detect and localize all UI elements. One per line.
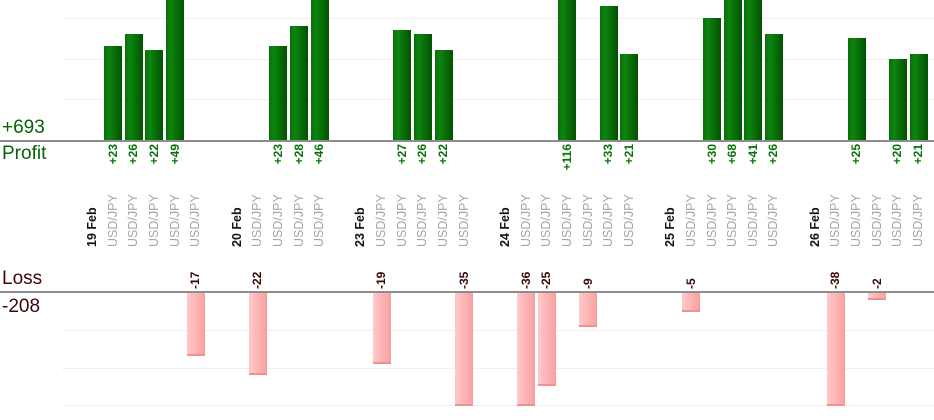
loss-bar [537,293,556,387]
profit-bar [166,0,185,140]
profit-bar [723,0,742,140]
profit-bar [909,54,928,140]
profit-bar [145,50,164,140]
profit-bar [269,46,288,140]
profit-bar [310,0,329,140]
profit-bar [888,58,907,140]
gridline [62,99,934,100]
profit-bar [393,29,412,140]
profit-total: +693 [2,117,45,138]
profit-bar [434,50,453,140]
profit-bar [290,25,308,140]
profit-baseline-axis [0,140,934,142]
loss-bar [248,293,267,376]
loss-bar [186,293,205,357]
loss-total: -208 [2,296,41,317]
profit-bar [104,46,123,140]
loss-baseline-axis [0,291,934,293]
loss-bar [579,293,598,327]
profit-bar [558,0,577,140]
loss-bar [682,293,701,312]
profit-axis-label: Profit [2,143,47,164]
profit-bar [847,38,866,140]
loss-bar [517,293,536,406]
loss-bar [868,293,887,301]
gridline [62,59,934,60]
loss-bar [455,293,474,406]
gridline [62,368,934,369]
profit-bar [764,34,783,140]
loss-axis-label: Loss [2,268,43,289]
gridline [62,330,934,331]
profit-bar [703,17,721,140]
profit-bar [413,34,432,140]
profit-bar [124,34,143,140]
profit-bar [599,5,618,140]
profit-bar [744,0,763,140]
profit-bar [620,54,639,140]
loss-bar [826,293,845,406]
loss-bar [372,293,391,364]
gridline [62,18,934,19]
gridline [62,405,934,406]
